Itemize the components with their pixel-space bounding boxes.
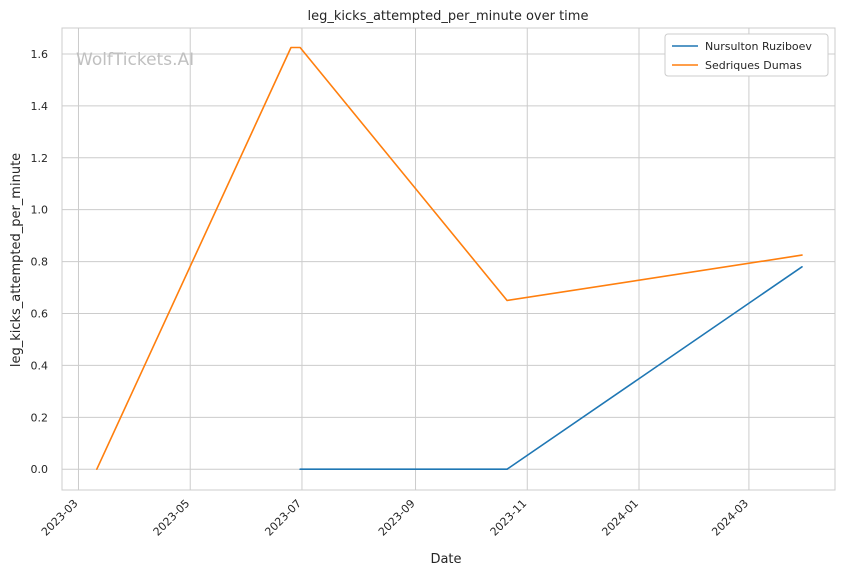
x-tick-label: 2023-09 [376, 497, 418, 539]
x-tick-label: 2024-01 [599, 497, 641, 539]
y-tick-label: 0.2 [31, 411, 49, 424]
legend-label: Sedriques Dumas [705, 59, 802, 72]
y-tick-label: 1.0 [31, 204, 49, 217]
y-tick-label: 0.8 [31, 256, 49, 269]
y-axis-ticks: 0.0 0.2 0.4 0.6 0.8 1.0 1.2 1.4 1.6 [31, 48, 49, 476]
chart-title: leg_kicks_attempted_per_minute over time [308, 9, 589, 24]
x-tick-label: 2023-07 [262, 497, 304, 539]
y-axis-label: leg_kicks_attempted_per_minute [9, 153, 24, 367]
x-tick-label: 2023-11 [488, 497, 530, 539]
x-axis-label: Date [430, 552, 461, 567]
x-tick-label: 2023-05 [151, 497, 193, 539]
series-line-1 [96, 46, 803, 471]
x-tick-label: 2023-03 [39, 497, 81, 539]
grid-lines [62, 28, 835, 490]
plot-area [61, 27, 836, 491]
watermark: WolfTickets.AI [76, 50, 194, 70]
legend: Nursulton Ruziboev Sedriques Dumas [664, 33, 829, 77]
y-tick-label: 1.6 [31, 48, 49, 61]
y-tick-label: 0.6 [31, 308, 49, 321]
y-tick-label: 0.0 [31, 463, 49, 476]
series-lines [96, 46, 803, 471]
series-line-0 [299, 265, 803, 471]
legend-box [664, 33, 829, 77]
y-tick-label: 1.2 [31, 152, 49, 165]
legend-label: Nursulton Ruziboev [705, 40, 812, 53]
y-tick-label: 0.4 [31, 359, 49, 372]
y-tick-label: 1.4 [31, 100, 49, 113]
x-axis-ticks: 2023-03 2023-05 2023-07 2023-09 2023-11 2024-… [39, 497, 751, 539]
x-tick-label: 2024-03 [709, 497, 751, 539]
